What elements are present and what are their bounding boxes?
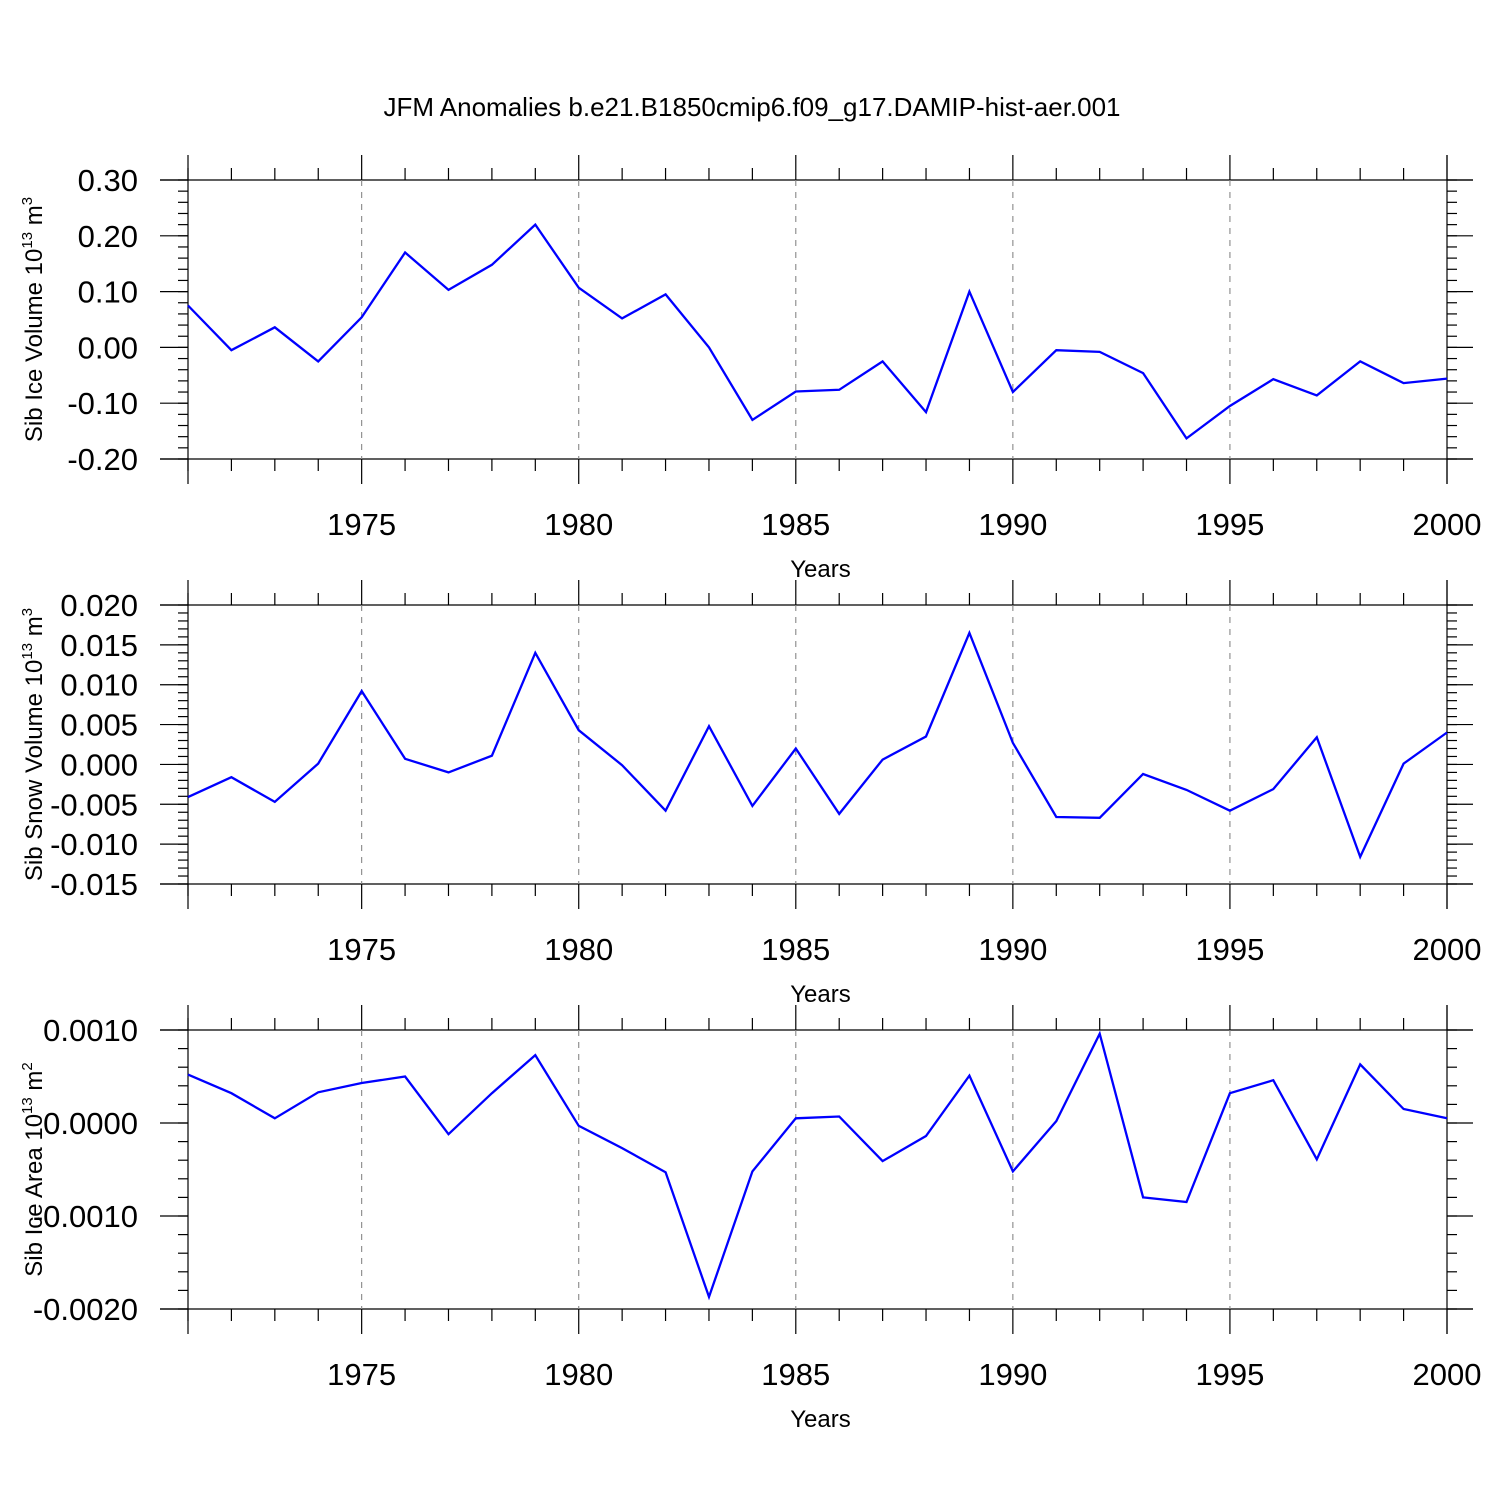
x-tick-label: 1990	[978, 932, 1047, 967]
y-tick-label: 0.20	[78, 219, 138, 254]
y-tick-label: -0.0010	[33, 1199, 138, 1234]
y-tick-label: 0.000	[60, 747, 138, 782]
y-tick-label: 0.015	[60, 628, 138, 663]
x-tick-label: 1980	[544, 1357, 613, 1392]
y-tick-label: -0.005	[50, 787, 138, 822]
x-tick-label: 1980	[544, 507, 613, 542]
y-tick-label: 0.10	[78, 275, 138, 310]
x-tick-label: 1995	[1195, 507, 1264, 542]
y-tick-label: -0.015	[50, 867, 138, 902]
y-axis-title-exponent: 13	[19, 1097, 36, 1114]
y-axis-title: Sib Ice Volume 1013 m3	[19, 197, 48, 442]
y-axis-title-unit: m	[21, 616, 48, 643]
chart-title: JFM Anomalies b.e21.B1850cmip6.f09_g17.D…	[383, 92, 1120, 122]
y-tick-label: -0.20	[67, 442, 138, 477]
y-axis-title: Sib Ice Area 1013 m2	[19, 1062, 48, 1276]
y-tick-label: -0.10	[67, 386, 138, 421]
y-axis-title-unit-exponent: 3	[19, 608, 36, 616]
x-tick-label: 1990	[978, 1357, 1047, 1392]
y-tick-label: 0.0000	[43, 1106, 138, 1141]
y-tick-label: 0.0010	[43, 1013, 138, 1048]
y-axis-title-unit: m	[21, 205, 48, 232]
y-tick-label: 0.00	[78, 330, 138, 365]
y-axis-title-main: Sib Snow Volume 10	[21, 660, 48, 881]
x-tick-label: 1990	[978, 507, 1047, 542]
x-tick-label: 1985	[761, 932, 830, 967]
y-tick-label: -0.010	[50, 827, 138, 862]
x-tick-label: 1975	[327, 1357, 396, 1392]
x-tick-label: 1985	[761, 507, 830, 542]
x-tick-label: 1980	[544, 932, 613, 967]
x-axis-title: Years	[790, 981, 851, 1008]
y-tick-label: 0.30	[78, 163, 138, 198]
panel-3: 1975 1980 1985 1990 1995 2000 Years -0.0020 -0.0…	[19, 1005, 1481, 1433]
y-axis-title-unit-exponent: 3	[19, 197, 36, 205]
x-tick-label: 2000	[1413, 932, 1482, 967]
y-tick-label: -0.0020	[33, 1292, 138, 1327]
panel-1: 1975 1980 1985 1990 1995 2000 Years -0.20 -0.10 0…	[19, 155, 1481, 583]
x-axis-title: Years	[790, 1406, 851, 1433]
y-axis-title-exponent: 13	[19, 232, 36, 249]
series-line	[188, 1034, 1447, 1297]
y-axis-title-main: Sib Ice Area 10	[21, 1114, 48, 1277]
panel-2: 1975 1980 1985 1990 1995 2000 Years -0.015 -0.01…	[19, 580, 1481, 1008]
x-axis-title: Years	[790, 556, 851, 583]
x-tick-label: 2000	[1413, 1357, 1482, 1392]
x-tick-label: 1985	[761, 1357, 830, 1392]
x-tick-label: 1975	[327, 507, 396, 542]
y-tick-label: 0.020	[60, 588, 138, 623]
series-line	[188, 633, 1447, 857]
x-tick-label: 2000	[1413, 507, 1482, 542]
series-line	[188, 225, 1447, 439]
x-tick-label: 1975	[327, 932, 396, 967]
y-axis-title-exponent: 13	[19, 643, 36, 660]
y-tick-label: 0.010	[60, 668, 138, 703]
y-axis-title: Sib Snow Volume 1013 m3	[19, 608, 48, 881]
x-tick-label: 1995	[1195, 1357, 1264, 1392]
y-tick-label: 0.005	[60, 708, 138, 743]
y-axis-title-main: Sib Ice Volume 10	[21, 249, 48, 442]
x-tick-label: 1995	[1195, 932, 1264, 967]
y-axis-title-unit: m	[21, 1071, 48, 1098]
y-axis-title-unit-exponent: 2	[19, 1062, 36, 1070]
